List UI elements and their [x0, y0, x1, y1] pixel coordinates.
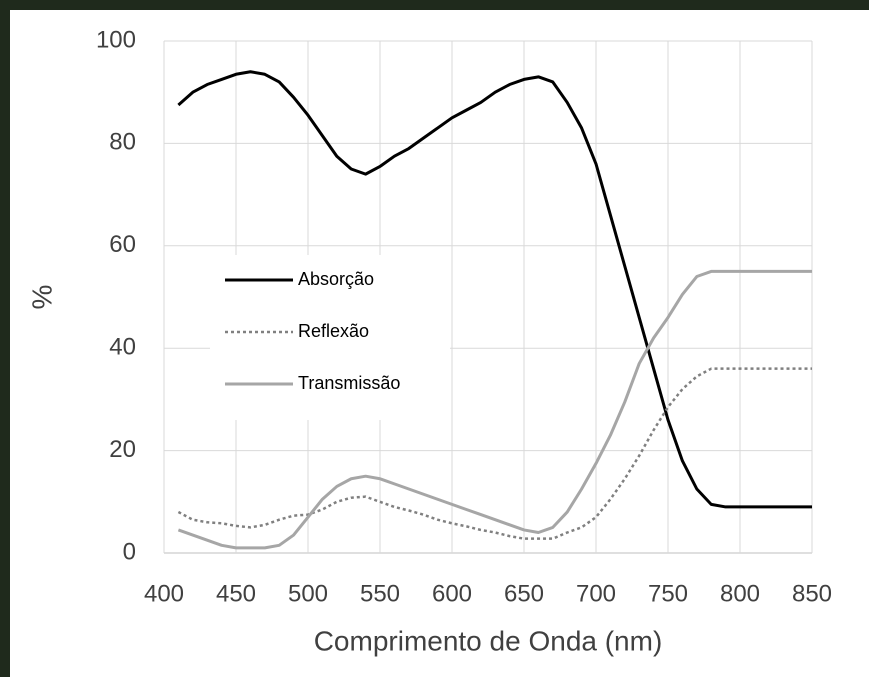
- x-tick-label: 700: [576, 580, 616, 607]
- y-tick-label: 60: [109, 231, 136, 258]
- x-tick-label: 750: [648, 580, 688, 607]
- x-tick-label: 600: [432, 580, 472, 607]
- legend-box: [210, 255, 450, 420]
- grid: 0 20 40 60 80 100 400 450 500 550 600 650 700 750 800 8…: [96, 26, 832, 607]
- x-tick-label: 650: [504, 580, 544, 607]
- plot: [177, 70, 812, 550]
- legend-label: Absorção: [298, 269, 374, 289]
- y-tick-label: 20: [109, 436, 136, 463]
- x-axis-title: Comprimento de Onda (nm): [314, 625, 663, 656]
- y-tick-label: 0: [123, 538, 136, 565]
- y-tick-label: 40: [109, 334, 136, 361]
- legend: Absorção Reflexão Transmissão: [210, 255, 450, 420]
- y-tick-label: 100: [96, 26, 136, 53]
- series-line: [177, 367, 812, 540]
- legend-label: Transmissão: [298, 373, 400, 393]
- y-tick-label: 80: [109, 129, 136, 156]
- legend-label: Reflexão: [298, 321, 369, 341]
- x-tick-label: 400: [144, 580, 184, 607]
- x-tick-label: 550: [360, 580, 400, 607]
- x-tick-label: 450: [216, 580, 256, 607]
- y-axis-title: %: [26, 285, 57, 310]
- x-tick-label: 800: [720, 580, 760, 607]
- x-tick-label: 850: [792, 580, 832, 607]
- series-line: [177, 269, 812, 550]
- series-line: [177, 70, 812, 509]
- x-tick-label: 500: [288, 580, 328, 607]
